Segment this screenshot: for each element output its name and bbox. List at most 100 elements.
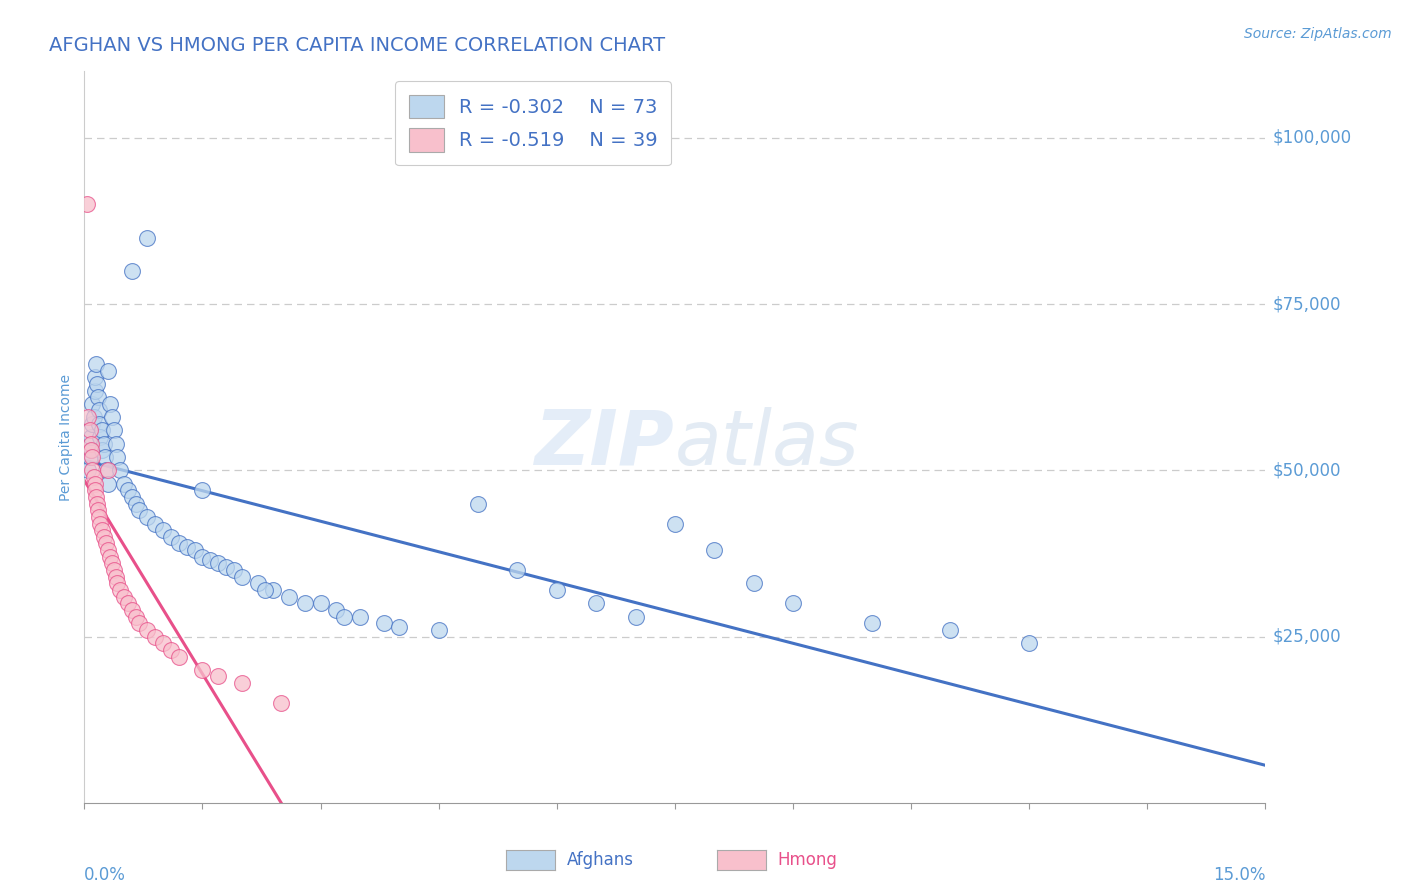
Point [108, 582, 131, 597]
Legend: R = -0.302    N = 73, R = -0.519    N = 39: R = -0.302 N = 73, R = -0.519 N = 39 [395, 81, 671, 166]
Point [207, 669, 229, 683]
Point [349, 609, 371, 624]
Point [124, 609, 146, 624]
Point [294, 596, 316, 610]
Point [136, 509, 159, 524]
Point [112, 476, 135, 491]
Point [254, 582, 277, 597]
Point [506, 563, 529, 577]
Point [82, 463, 104, 477]
Text: AFGHAN VS HMONG PER CAPITA INCOME CORRELATION CHART: AFGHAN VS HMONG PER CAPITA INCOME CORREL… [49, 36, 665, 54]
Point [80, 443, 103, 458]
Point [79, 450, 101, 464]
Point [104, 570, 127, 584]
Text: $100,000: $100,000 [1272, 128, 1351, 147]
Point [427, 623, 450, 637]
Point [96, 463, 118, 477]
Point [388, 619, 411, 633]
Point [82, 397, 104, 411]
Point [101, 557, 124, 571]
Point [87, 503, 110, 517]
Text: $75,000: $75,000 [1272, 295, 1341, 313]
Point [860, 616, 883, 631]
Point [160, 530, 183, 544]
Point [79, 436, 101, 450]
Point [703, 543, 725, 558]
Point [191, 483, 214, 498]
Point [325, 603, 347, 617]
Point [143, 516, 166, 531]
Point [87, 403, 110, 417]
Point [278, 590, 301, 604]
Point [98, 397, 121, 411]
Point [77, 463, 100, 477]
Point [87, 390, 110, 404]
Point [112, 590, 135, 604]
Y-axis label: Per Capita Income: Per Capita Income [59, 374, 73, 500]
Point [183, 543, 205, 558]
Point [89, 430, 111, 444]
Point [80, 430, 103, 444]
Text: $25,000: $25,000 [1272, 628, 1341, 646]
Point [176, 540, 198, 554]
Point [128, 616, 150, 631]
Point [84, 357, 107, 371]
Point [89, 417, 111, 431]
Point [215, 559, 238, 574]
Point [89, 516, 111, 531]
Point [121, 264, 143, 278]
Point [103, 563, 125, 577]
Point [333, 609, 356, 624]
Point [262, 582, 284, 597]
Text: 15.0%: 15.0% [1213, 866, 1265, 884]
Point [86, 497, 108, 511]
Point [207, 557, 229, 571]
Point [191, 663, 214, 677]
Point [82, 417, 104, 431]
Point [200, 553, 222, 567]
Point [782, 596, 804, 610]
Point [83, 470, 105, 484]
Point [96, 536, 118, 550]
Point [231, 676, 253, 690]
Point [94, 450, 117, 464]
Point [83, 476, 105, 491]
Point [742, 576, 765, 591]
Point [246, 576, 269, 591]
Point [98, 549, 121, 564]
Point [309, 596, 332, 610]
Text: Source: ZipAtlas.com: Source: ZipAtlas.com [1244, 27, 1392, 41]
Point [101, 410, 124, 425]
Point [97, 476, 120, 491]
Point [77, 410, 100, 425]
Point [231, 570, 253, 584]
Point [160, 643, 183, 657]
Point [97, 463, 120, 477]
Point [167, 536, 190, 550]
Point [128, 503, 150, 517]
Text: ZIP: ZIP [536, 407, 675, 481]
Point [107, 576, 129, 591]
Point [467, 497, 489, 511]
Point [97, 543, 120, 558]
Text: $50,000: $50,000 [1272, 461, 1341, 479]
Point [84, 490, 107, 504]
Point [86, 376, 108, 391]
Point [87, 509, 110, 524]
Point [585, 596, 607, 610]
Text: Afghans: Afghans [567, 851, 634, 869]
Point [93, 530, 115, 544]
Point [84, 370, 107, 384]
Point [546, 582, 568, 597]
Point [117, 483, 139, 498]
Point [83, 410, 105, 425]
Point [191, 549, 214, 564]
Point [90, 443, 112, 458]
Text: Hmong: Hmong [778, 851, 838, 869]
Point [83, 384, 105, 398]
Point [76, 197, 98, 211]
Point [270, 696, 292, 710]
Point [167, 649, 190, 664]
Point [152, 636, 174, 650]
Point [104, 436, 127, 450]
